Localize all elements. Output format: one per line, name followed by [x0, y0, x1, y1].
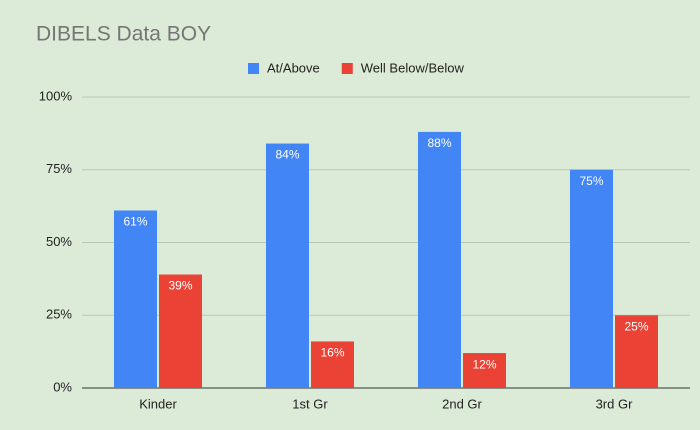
data-label: 75%: [579, 174, 603, 188]
data-label: 88%: [427, 136, 451, 150]
x-tick-label: Kinder: [139, 396, 177, 411]
y-tick-label: 100%: [39, 88, 73, 103]
y-tick-label: 25%: [46, 307, 72, 322]
data-label: 25%: [624, 319, 648, 333]
data-label: 61%: [123, 215, 147, 229]
y-tick-label: 0%: [53, 379, 72, 394]
x-tick-label: 1st Gr: [292, 396, 328, 411]
data-label: 16%: [320, 346, 344, 360]
legend-swatch: [341, 63, 353, 74]
bar: [114, 210, 157, 388]
x-tick-label: 2nd Gr: [442, 396, 482, 411]
bar: [615, 315, 658, 388]
bar: [570, 169, 613, 388]
x-tick-label: 3rd Gr: [596, 396, 634, 411]
y-tick-label: 75%: [46, 161, 72, 176]
legend-swatch: [248, 63, 259, 74]
bar: [311, 341, 354, 388]
legend-label: At/Above: [267, 60, 320, 75]
bar: [463, 353, 506, 388]
data-label: 12%: [472, 357, 496, 371]
data-label: 39%: [168, 279, 192, 293]
y-tick-label: 50%: [46, 234, 72, 249]
bar: [159, 274, 202, 388]
bar: [418, 131, 461, 389]
chart-title: DIBELS Data BOY: [36, 23, 211, 46]
data-label: 84%: [275, 148, 299, 162]
bar: [266, 143, 309, 388]
legend-label: Well Below/Below: [361, 60, 465, 75]
